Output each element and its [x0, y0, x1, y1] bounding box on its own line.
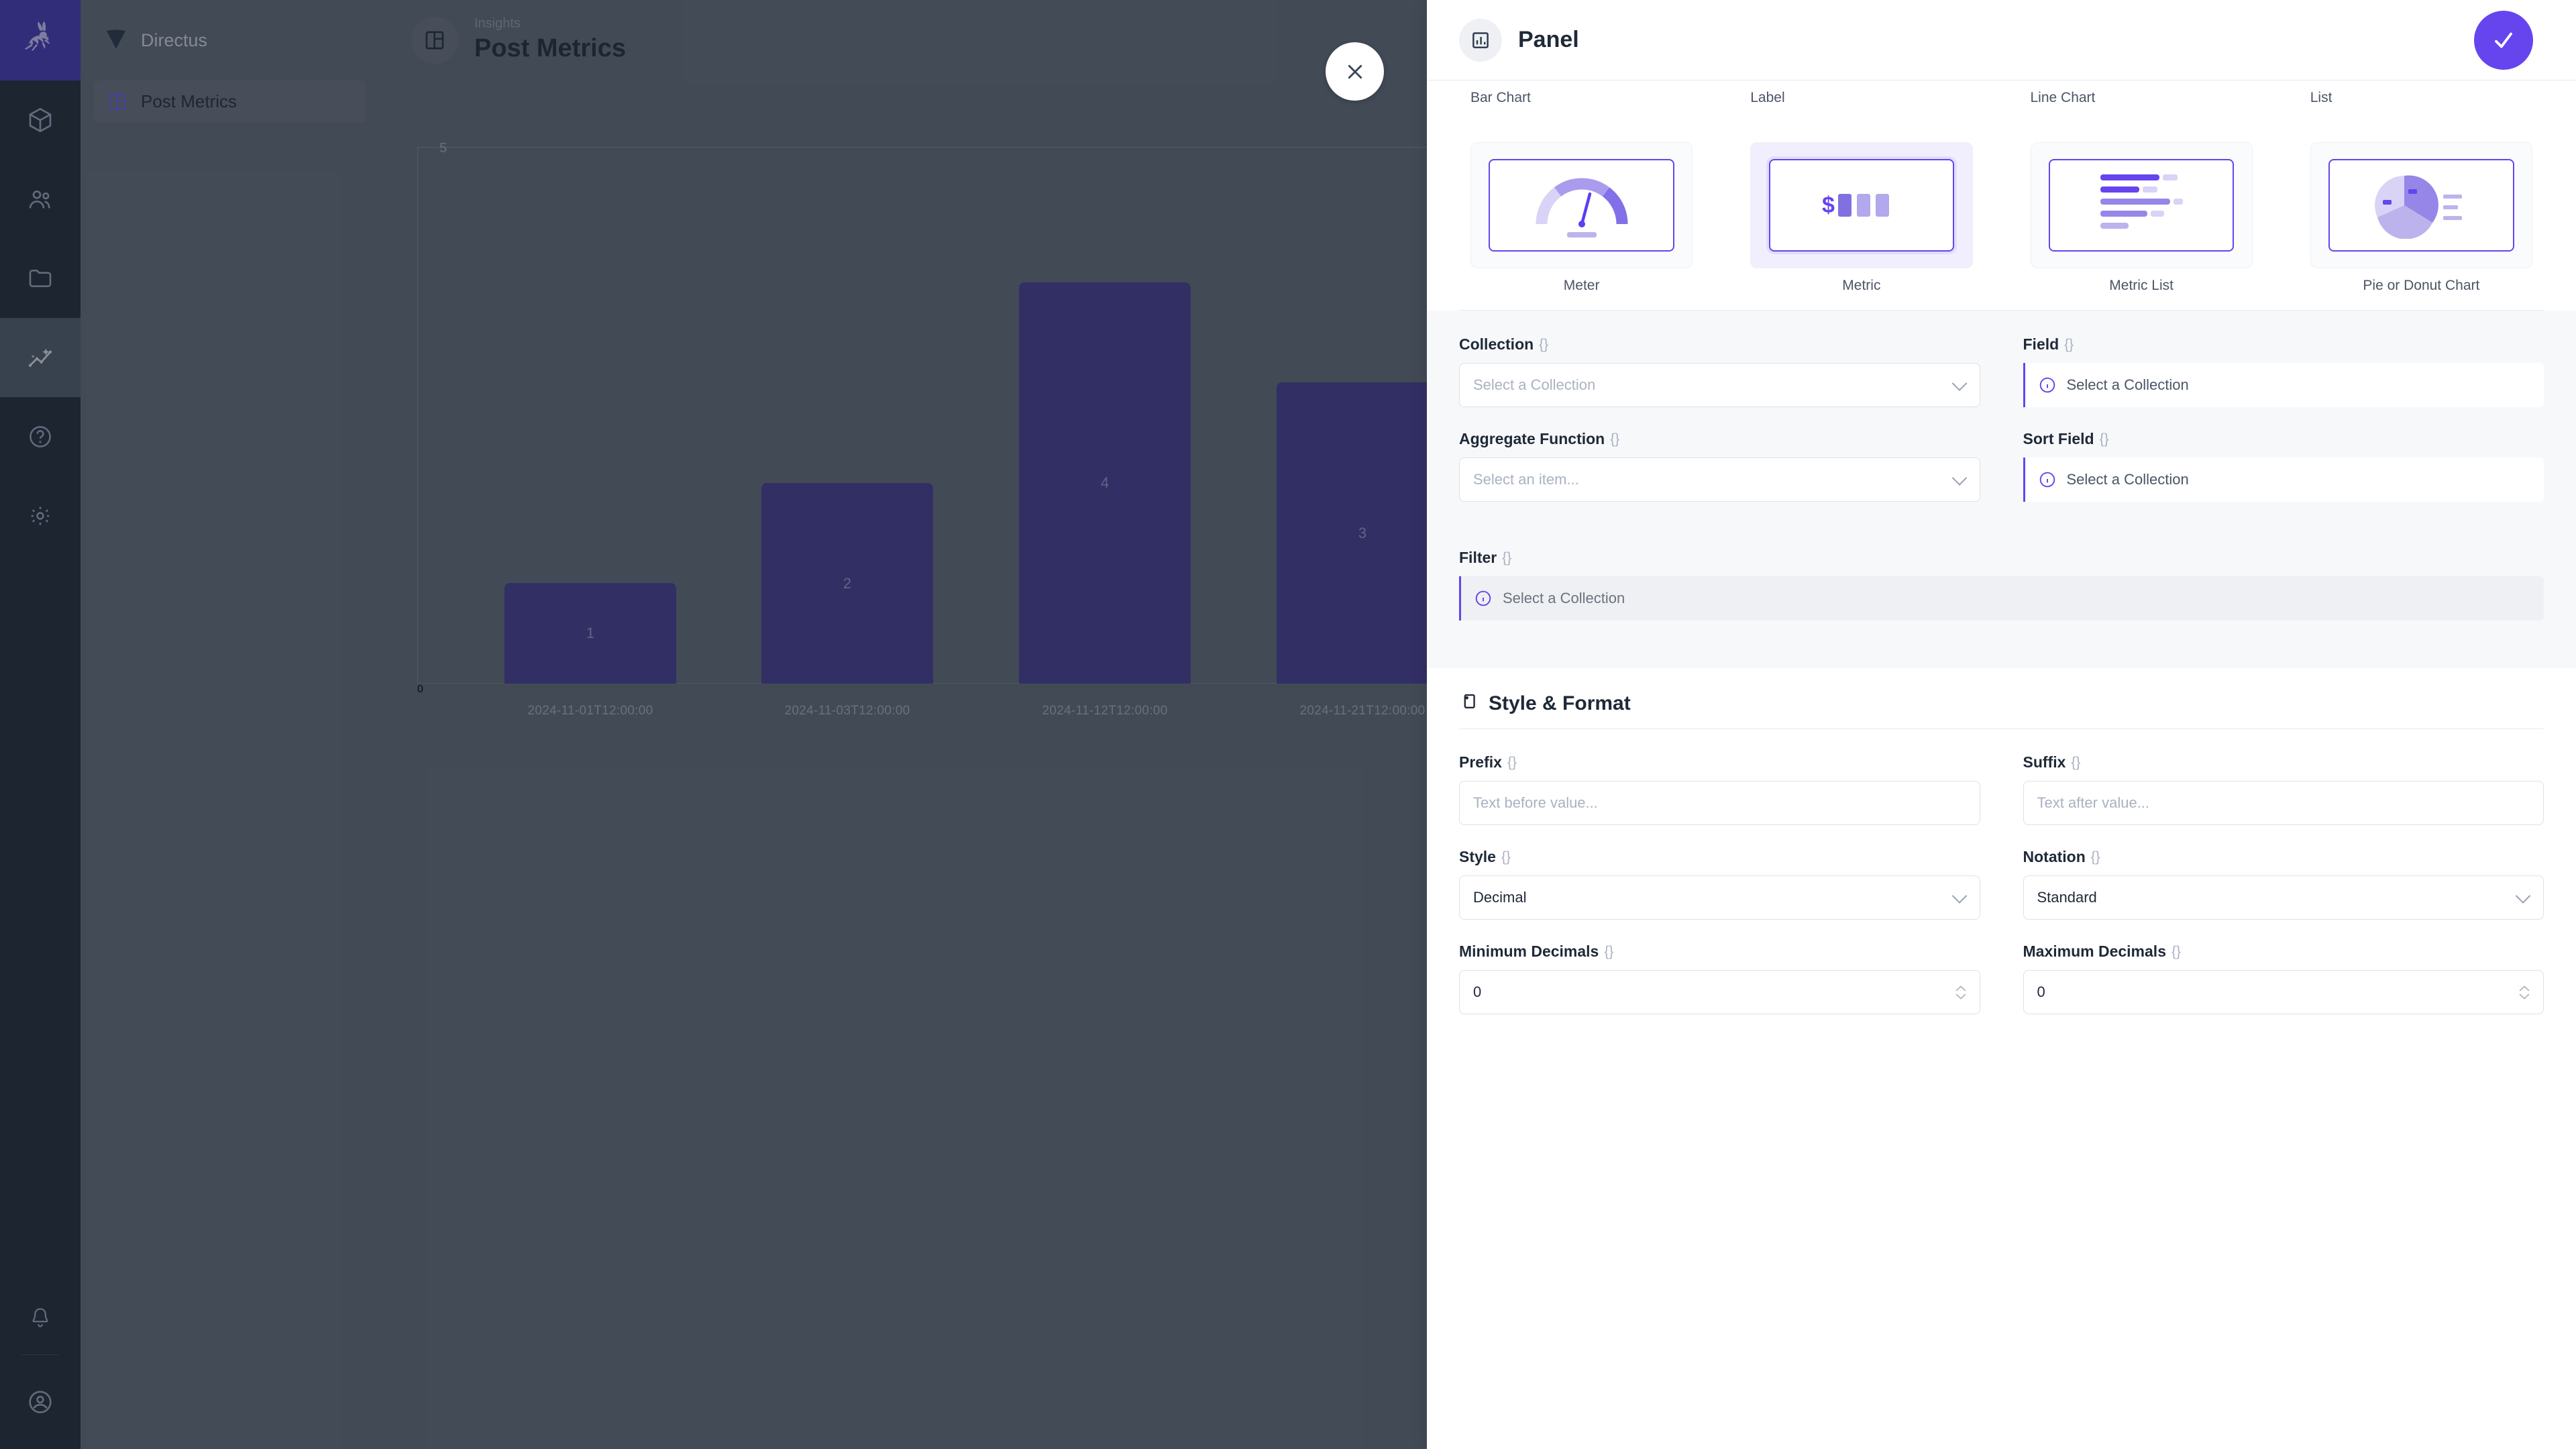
svg-text:$: $ [1822, 193, 1835, 218]
